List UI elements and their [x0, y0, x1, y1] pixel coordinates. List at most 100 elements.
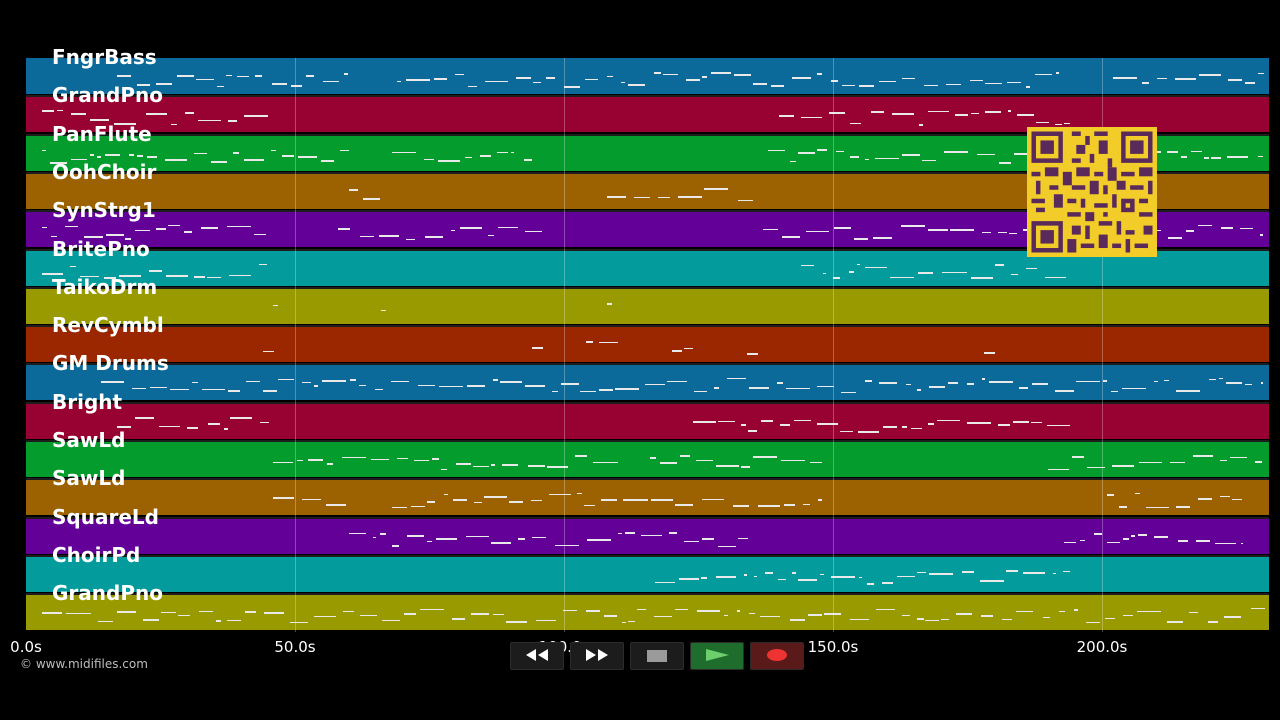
time-tick-label: 150.0s — [807, 638, 859, 656]
play-icon — [704, 647, 730, 666]
note — [778, 579, 786, 580]
track-label: FngrBass — [52, 45, 157, 69]
note — [998, 424, 1010, 426]
note — [104, 277, 116, 279]
time-tick-label: 0.0s — [10, 638, 42, 656]
time-gridline — [564, 58, 565, 632]
note — [738, 538, 748, 539]
note — [604, 615, 617, 617]
note — [460, 227, 482, 229]
note — [876, 609, 895, 610]
note — [273, 462, 293, 463]
note — [444, 494, 448, 495]
record-button[interactable] — [750, 642, 804, 670]
track-lane — [26, 364, 1269, 400]
stop-icon — [647, 647, 667, 666]
note — [667, 381, 687, 382]
note — [803, 504, 810, 505]
note — [871, 111, 884, 113]
note — [831, 576, 855, 578]
note — [201, 227, 218, 229]
note — [817, 73, 822, 75]
note — [1227, 156, 1248, 158]
stop-button[interactable] — [630, 642, 684, 670]
note — [147, 156, 157, 158]
note — [474, 502, 482, 503]
note — [829, 112, 845, 114]
note — [749, 387, 769, 389]
note — [702, 499, 724, 500]
note — [1198, 225, 1212, 226]
note — [117, 75, 131, 77]
note — [970, 80, 983, 81]
note — [1176, 506, 1190, 508]
note — [246, 381, 260, 382]
note — [273, 497, 294, 499]
qr-code-icon — [1027, 127, 1157, 257]
note — [129, 154, 134, 156]
note — [254, 234, 266, 235]
note — [1260, 234, 1263, 236]
note — [738, 200, 753, 201]
track-label: OohChoir — [52, 160, 157, 184]
note — [801, 265, 814, 266]
note — [1211, 157, 1221, 159]
note — [42, 273, 63, 275]
note — [392, 507, 407, 508]
note — [1168, 237, 1182, 239]
note — [967, 422, 991, 424]
note — [168, 225, 180, 226]
note — [194, 276, 205, 278]
note — [1111, 391, 1118, 392]
note — [586, 610, 600, 612]
note — [967, 383, 974, 385]
play-button[interactable] — [690, 642, 744, 670]
note — [1198, 498, 1212, 500]
note — [669, 532, 677, 534]
note — [42, 110, 54, 112]
note — [1135, 493, 1140, 494]
note — [1074, 609, 1078, 611]
note — [326, 504, 346, 506]
note — [1167, 151, 1178, 153]
note — [716, 576, 736, 578]
note — [867, 583, 874, 585]
rewind-button[interactable] — [510, 642, 564, 670]
note — [1009, 233, 1017, 234]
note — [998, 232, 1007, 233]
note — [1137, 611, 1161, 612]
note — [810, 462, 822, 463]
fast-forward-button[interactable] — [570, 642, 624, 670]
note — [532, 347, 543, 349]
note — [817, 149, 827, 151]
note — [1011, 274, 1018, 275]
note — [1204, 157, 1209, 159]
note — [941, 619, 949, 620]
note — [1026, 86, 1030, 88]
track-separator — [26, 402, 1269, 404]
track-label: SquareLd — [52, 505, 159, 529]
note — [216, 620, 221, 622]
note — [902, 426, 907, 428]
note — [350, 379, 356, 381]
note — [995, 264, 1004, 266]
note — [982, 378, 985, 380]
track-lane — [26, 403, 1269, 439]
note — [473, 466, 489, 467]
note — [948, 382, 958, 384]
note — [70, 266, 76, 267]
note — [208, 423, 220, 425]
note — [373, 537, 376, 538]
note — [343, 611, 354, 612]
note — [727, 378, 746, 379]
note — [928, 423, 934, 425]
note — [779, 115, 794, 117]
note — [906, 384, 911, 385]
note — [946, 84, 961, 85]
note — [977, 154, 995, 155]
note — [985, 111, 1001, 113]
track-separator — [26, 95, 1269, 97]
note — [467, 385, 485, 387]
note — [790, 619, 805, 621]
note — [156, 228, 166, 230]
